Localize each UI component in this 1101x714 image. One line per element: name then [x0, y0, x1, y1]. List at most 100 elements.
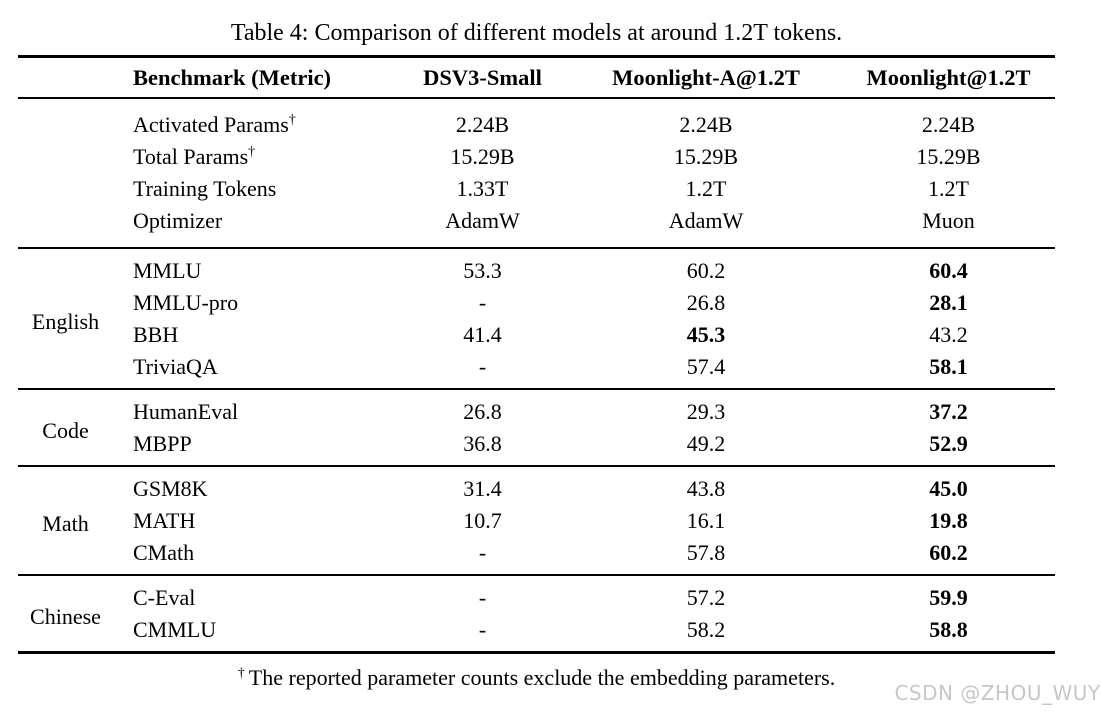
table-header: Benchmark (Metric) DSV3-Small Moonlight-…: [18, 56, 1055, 99]
table-row: MATH 10.7 16.1 19.8: [18, 505, 1055, 537]
metric-value: 41.4: [463, 322, 502, 347]
benchmark-name-cell: Activated Params†: [113, 98, 395, 141]
metric-value-best: 58.8: [929, 617, 968, 642]
section-params: Activated Params† 2.24B 2.24B 2.24B Tota…: [18, 98, 1055, 248]
benchmark-name: GSM8K: [133, 476, 208, 501]
column-header-moonlight-a: Moonlight-A@1.2T: [612, 64, 800, 90]
metric-value: 49.2: [686, 431, 726, 456]
metric-value: 1.2T: [685, 176, 727, 201]
metric-value: 15.29B: [673, 144, 739, 169]
section-code: Code HumanEval 26.8 29.3 37.2 MBPP 36.8 …: [18, 389, 1055, 466]
table-row: BBH 41.4 45.3 43.2: [18, 319, 1055, 351]
table-row: Math GSM8K 31.4 43.8 45.0: [18, 466, 1055, 536]
benchmark-name-cell: Total Params†: [113, 141, 395, 173]
metric-value: 29.3: [686, 399, 726, 424]
footnote-text: The reported parameter counts exclude th…: [248, 665, 836, 690]
table-caption: Table 4: Comparison of different models …: [230, 20, 843, 46]
table-row: MBPP 36.8 49.2 52.9: [18, 428, 1055, 466]
metric-value: 2.24B: [679, 112, 733, 137]
metric-value: 26.8: [686, 290, 726, 315]
metric-value: 15.29B: [450, 144, 515, 169]
metric-value: AdamW: [668, 208, 744, 233]
metric-value-best: 45.3: [686, 322, 726, 347]
metric-value: 26.8: [463, 399, 502, 424]
group-label-english: English: [31, 308, 100, 334]
metric-value: 53.3: [463, 258, 502, 283]
dagger-icon: †: [288, 112, 296, 128]
metric-value: 43.8: [686, 476, 726, 501]
metric-value: 36.8: [463, 431, 502, 456]
benchmark-name: CMMLU: [133, 617, 217, 642]
metric-value: 16.1: [686, 508, 726, 533]
header-row: Benchmark (Metric) DSV3-Small Moonlight-…: [18, 57, 1055, 99]
metric-value: 60.2: [686, 258, 726, 283]
table-row: Chinese C-Eval - 57.2 59.9: [18, 575, 1055, 629]
group-label-math: Math: [42, 510, 89, 536]
metric-value-best: 19.8: [929, 508, 968, 533]
column-header-moonlight: Moonlight@1.2T: [866, 64, 1031, 90]
metric-value-best: 60.4: [929, 258, 968, 283]
metric-value: 57.2: [686, 585, 726, 610]
metric-value-best: 37.2: [929, 399, 968, 424]
table-row: MMLU-pro - 26.8 28.1: [18, 287, 1055, 319]
table-row: Training Tokens 1.33T 1.2T 1.2T: [18, 173, 1055, 205]
metric-value: 1.33T: [456, 176, 509, 201]
table-row: Total Params† 15.29B 15.29B 15.29B: [18, 141, 1055, 173]
benchmark-name: Optimizer: [133, 208, 223, 233]
metric-value: AdamW: [445, 208, 520, 233]
model-comparison-table: Benchmark (Metric) DSV3-Small Moonlight-…: [18, 55, 1055, 654]
group-label-code: Code: [42, 417, 89, 443]
group-label: [18, 98, 113, 248]
group-label-chinese: Chinese: [30, 603, 101, 629]
benchmark-name: C-Eval: [133, 585, 196, 610]
metric-value: Muon: [922, 208, 975, 233]
benchmark-name: Total Params: [133, 144, 249, 169]
metric-value-best: 58.1: [929, 354, 968, 379]
metric-value-best: 52.9: [929, 431, 968, 456]
dagger-icon: †: [248, 144, 256, 160]
metric-value: -: [478, 617, 487, 642]
benchmark-name: MMLU-pro: [133, 290, 239, 315]
benchmark-name: BBH: [133, 322, 179, 347]
benchmark-name: HumanEval: [133, 399, 239, 424]
metric-value-best: 60.2: [929, 540, 968, 565]
table-row: Activated Params† 2.24B 2.24B 2.24B: [18, 98, 1055, 141]
benchmark-name: MATH: [133, 508, 196, 533]
csdn-watermark: CSDN @ZHOU_WUYI: [894, 681, 1101, 705]
table-row: TriviaQA - 57.4 58.1: [18, 351, 1055, 389]
section-math: Math GSM8K 31.4 43.8 45.0 MATH 10.7 16.1…: [18, 466, 1055, 575]
benchmark-name: TriviaQA: [133, 354, 218, 379]
benchmark-name: Activated Params: [133, 112, 289, 137]
section-chinese: Chinese C-Eval - 57.2 59.9 CMMLU - 58.2 …: [18, 575, 1055, 653]
metric-value-best: 59.9: [929, 585, 968, 610]
metric-value: 15.29B: [916, 144, 981, 169]
metric-value: -: [478, 540, 487, 565]
benchmark-name: CMath: [133, 540, 195, 565]
metric-value: 57.4: [686, 354, 726, 379]
table-row: English MMLU 53.3 60.2 60.4: [18, 248, 1055, 334]
section-english: English MMLU 53.3 60.2 60.4 MMLU-pro - 2…: [18, 248, 1055, 389]
column-header-benchmark: Benchmark (Metric): [133, 64, 332, 90]
metric-value: -: [478, 585, 487, 610]
metric-value: 2.24B: [455, 112, 510, 137]
metric-value: 31.4: [463, 476, 502, 501]
metric-value-best: 45.0: [929, 476, 968, 501]
metric-value-best: 28.1: [929, 290, 968, 315]
table-row: Optimizer AdamW AdamW Muon: [18, 205, 1055, 248]
metric-value: 10.7: [463, 508, 502, 533]
metric-value: -: [478, 354, 487, 379]
metric-value: 57.8: [686, 540, 726, 565]
column-header-dsv3-small: DSV3-Small: [423, 64, 542, 90]
table-row: Code HumanEval 26.8 29.3 37.2: [18, 389, 1055, 443]
metric-value: 1.2T: [928, 176, 969, 201]
benchmark-name: Training Tokens: [133, 176, 277, 201]
table-row: CMMLU - 58.2 58.8: [18, 614, 1055, 653]
benchmark-name: MBPP: [133, 431, 192, 456]
metric-value: 2.24B: [921, 112, 976, 137]
dagger-icon: †: [237, 665, 245, 681]
table-row: CMath - 57.8 60.2: [18, 537, 1055, 575]
metric-value: 43.2: [929, 322, 968, 347]
benchmark-name: MMLU: [133, 258, 202, 283]
header-group-spacer: [18, 57, 113, 99]
table-footnote: † The reported parameter counts exclude t…: [18, 664, 1055, 692]
